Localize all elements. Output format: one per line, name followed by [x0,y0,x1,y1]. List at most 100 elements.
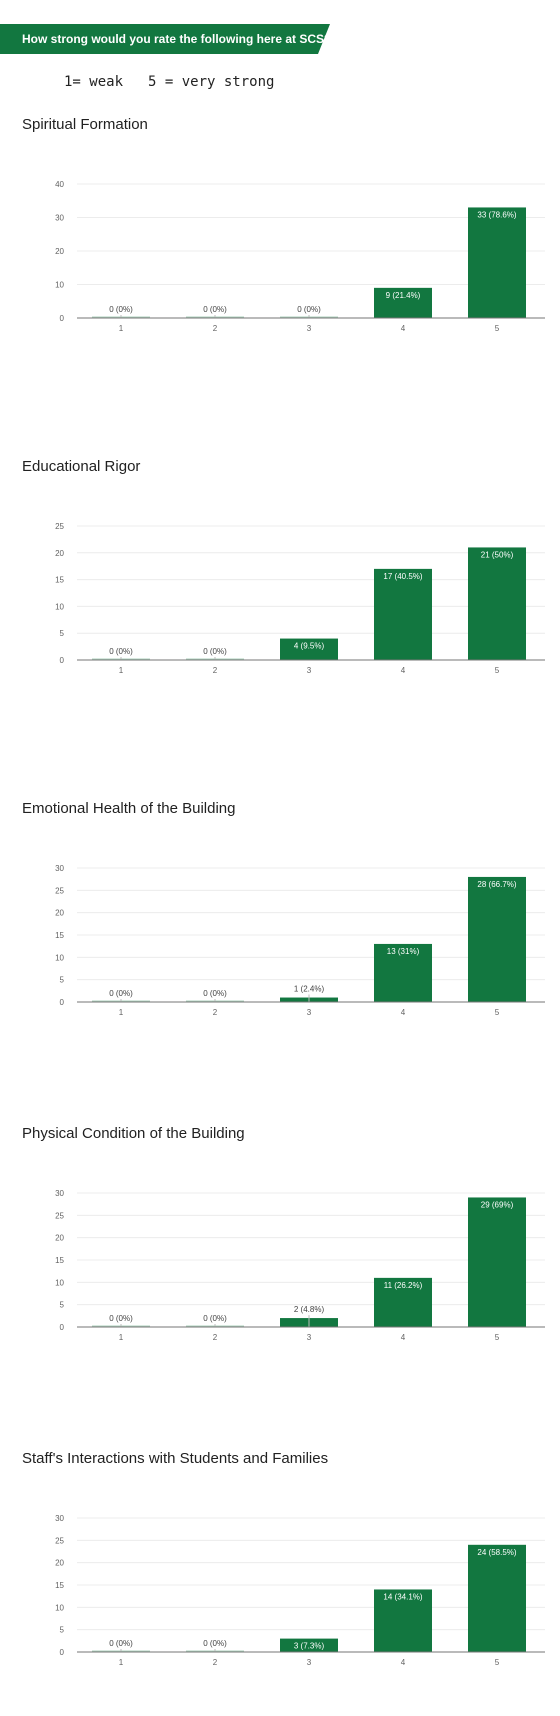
bar-chart-educational-rigor: 0 5 10 15 20 25 0 (0%) 1 0 (0%) 2 4 (9.5%) 3 17 (40.… [55,522,545,675]
bar-value-label: 0 (0%) [109,989,133,998]
bar-value-label: 13 (31%) [387,947,420,956]
x-tick-label: 1 [119,666,124,675]
y-tick-label: 10 [55,1603,64,1612]
y-tick-label: 0 [60,656,65,665]
bar-chart-physical-condition: 0 5 10 15 20 25 30 0 (0%) 1 0 (0%) 2 2 (4.8%) 3 11 (2… [55,1189,545,1342]
x-tick-label: 3 [307,1658,312,1667]
question-banner: How strong would you rate the following … [0,24,335,54]
chart-title-educational-rigor: Educational Rigor [22,458,141,475]
y-tick-label: 10 [55,281,64,290]
x-tick-label: 4 [401,666,406,675]
bar-value-label: 0 (0%) [203,1314,227,1323]
x-tick-label: 5 [495,1008,500,1017]
x-tick-label: 4 [401,1333,406,1342]
x-tick-label: 4 [401,1658,406,1667]
y-tick-label: 0 [60,1323,65,1332]
y-tick-label: 10 [55,953,64,962]
bar [374,568,432,660]
y-tick-label: 25 [55,886,64,895]
bar [374,1589,432,1652]
bar [374,1277,432,1327]
bar [280,638,338,660]
x-tick-label: 5 [495,666,500,675]
bar-value-label: 3 (7.3%) [294,1642,325,1651]
bar-value-label: 28 (66.7%) [477,880,516,889]
bar [468,876,526,1002]
bar-chart-emotional-health: 0 5 10 15 20 25 30 0 (0%) 1 0 (0%) 2 1 (2.4%) 3 13 (3… [55,864,545,1017]
bar-value-label: 0 (0%) [203,989,227,998]
bar-value-label: 0 (0%) [203,1639,227,1648]
bar-value-label: 2 (4.8%) [294,1305,325,1314]
y-tick-label: 20 [55,1559,64,1568]
scale-low-label: 1= weak [64,74,124,90]
bar-value-label: 0 (0%) [109,305,133,314]
question-text: How strong would you rate the following … [22,32,336,46]
y-tick-label: 15 [55,576,64,585]
bar-value-label: 11 (26.2%) [384,1281,423,1290]
x-tick-label: 4 [401,324,406,333]
y-tick-label: 5 [60,1301,65,1310]
y-tick-label: 30 [55,1514,64,1523]
bar-value-label: 0 (0%) [109,1639,133,1648]
chart-title-staff-interactions: Staff's Interactions with Students and F… [22,1450,329,1467]
y-tick-label: 10 [55,602,64,611]
bar-value-label: 4 (9.5%) [294,642,325,651]
x-tick-label: 1 [119,324,124,333]
bar [468,547,526,660]
bar-value-label: 9 (21.4%) [386,291,421,300]
x-tick-label: 2 [213,666,218,675]
scale-high-label: 5 = very strong [148,74,275,90]
bar-value-label: 0 (0%) [203,305,227,314]
y-tick-label: 20 [55,549,64,558]
x-tick-label: 1 [119,1658,124,1667]
bar-value-label: 0 (0%) [297,305,321,314]
y-tick-label: 15 [55,1256,64,1265]
bar [280,1638,338,1652]
bar-value-label: 0 (0%) [109,1314,133,1323]
x-tick-label: 5 [495,1333,500,1342]
bar-value-label: 14 (34.1%) [383,1592,422,1601]
x-tick-label: 5 [495,324,500,333]
x-tick-label: 5 [495,1658,500,1667]
bar-value-label: 0 (0%) [203,647,227,656]
x-tick-label: 2 [213,1658,218,1667]
bar [468,207,526,318]
bar-value-label: 29 (69%) [481,1200,514,1209]
y-tick-label: 0 [60,998,65,1007]
y-tick-label: 15 [55,931,64,940]
bar [468,1544,526,1652]
bar [374,287,432,318]
x-tick-label: 2 [213,1333,218,1342]
y-tick-label: 20 [55,1234,64,1243]
x-tick-label: 1 [119,1008,124,1017]
x-tick-label: 3 [307,1008,312,1017]
bar-value-label: 1 (2.4%) [294,985,325,994]
y-tick-label: 5 [60,1626,65,1635]
x-tick-label: 3 [307,666,312,675]
y-tick-label: 0 [60,1648,65,1657]
bar-chart-staff-interactions: 0 5 10 15 20 25 30 0 (0%) 1 0 (0%) 2 3 (7.3%) 3 14 (3… [55,1514,545,1667]
chart-title-emotional-health: Emotional Health of the Building [22,800,236,817]
bar [374,943,432,1002]
y-tick-label: 15 [55,1581,64,1590]
y-tick-label: 0 [60,314,65,323]
x-tick-label: 2 [213,324,218,333]
chart-title-physical-condition: Physical Condition of the Building [22,1125,245,1142]
banner-shape [0,24,330,54]
bar-chart-spiritual-formation: 0 10 20 30 40 0 (0%) 1 0 (0%) 2 0 (0%) 3 9 (21.4%) 4… [55,180,545,333]
bar-value-label: 21 (50%) [481,550,514,559]
bar-value-label: 0 (0%) [109,647,133,656]
bar [468,1197,526,1327]
x-tick-label: 2 [213,1008,218,1017]
x-tick-label: 3 [307,1333,312,1342]
x-tick-label: 3 [307,324,312,333]
y-tick-label: 5 [60,629,65,638]
y-tick-label: 25 [55,522,64,531]
y-tick-label: 25 [55,1211,64,1220]
y-tick-label: 30 [55,864,64,873]
y-tick-label: 40 [55,180,64,189]
bar-value-label: 33 (78.6%) [477,210,516,219]
y-tick-label: 10 [55,1278,64,1287]
bar-value-label: 17 (40.5%) [383,572,422,581]
y-tick-label: 30 [55,1189,64,1198]
